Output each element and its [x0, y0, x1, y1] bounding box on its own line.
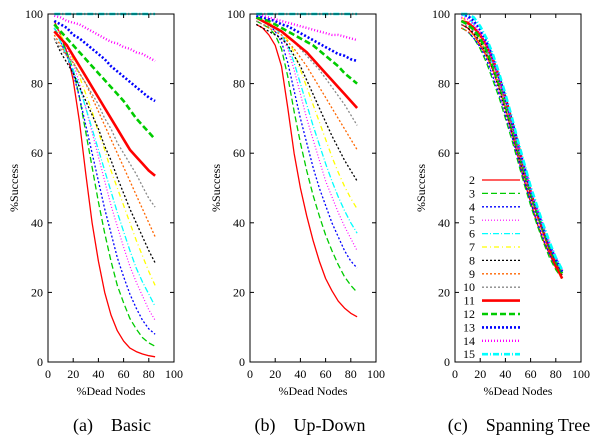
legend-label-8: 8 — [469, 253, 475, 267]
legend-label-14: 14 — [463, 334, 475, 348]
series-line-11 — [53, 30, 156, 177]
x-tick-label: 80 — [550, 367, 562, 381]
series-line-4 — [53, 27, 156, 335]
series-line-12 — [255, 16, 358, 85]
legend-label-3: 3 — [469, 186, 475, 200]
legend-label-10: 10 — [463, 280, 475, 294]
series-line-2 — [53, 20, 156, 358]
x-axis-label: %Dead Nodes — [77, 384, 146, 398]
y-tick-label: 20 — [233, 285, 245, 299]
series-group — [255, 12, 359, 318]
legend-label-13: 13 — [463, 320, 475, 334]
x-tick-label: 100 — [367, 367, 385, 381]
panel-c: 0 20 40 60 80 100 0 20 40 60 80 100 %Dead Nodes %Succ… — [414, 7, 590, 436]
y-axis-label: %Success — [7, 164, 21, 212]
legend-label-7: 7 — [469, 240, 475, 254]
panel-a: 0 20 40 60 80 100 0 20 40 60 80 100 %Dead Nodes %Succ… — [7, 7, 183, 436]
series-line-9 — [53, 34, 156, 237]
y-tick-label: 60 — [233, 146, 245, 160]
plot-frame — [249, 13, 377, 363]
y-tick-label: 60 — [438, 146, 450, 160]
series-line-2 — [460, 23, 563, 279]
series-line-14 — [460, 16, 564, 271]
y-tick-label: 60 — [31, 146, 43, 160]
x-tick-label: 40 — [92, 367, 104, 381]
y-tick-label: 0 — [239, 355, 245, 369]
y-tick-label: 80 — [233, 77, 245, 91]
series-line-13 — [255, 14, 358, 63]
series-line-7 — [255, 16, 358, 210]
panel-caption: (a) Basic — [73, 415, 151, 436]
y-tick-label: 80 — [31, 77, 43, 91]
x-tick-label: 20 — [269, 367, 281, 381]
legend-label-15: 15 — [463, 347, 475, 361]
series-group — [53, 12, 157, 358]
legend-label-9: 9 — [469, 267, 475, 281]
x-axis-label: %Dead Nodes — [279, 384, 348, 398]
x-tick-label: 60 — [525, 367, 537, 381]
y-axis-label: %Success — [414, 164, 428, 212]
series-line-10 — [255, 20, 358, 126]
y-tick-label: 0 — [444, 355, 450, 369]
panel-caption: (b) Up-Down — [255, 415, 366, 436]
x-tick-label: 0 — [45, 367, 51, 381]
y-axis-label: %Success — [209, 164, 223, 212]
y-tick-label: 100 — [25, 7, 43, 21]
plot-frame — [47, 13, 175, 363]
series-line-6 — [460, 13, 563, 272]
series-line-3 — [460, 27, 563, 279]
legend-label-11: 11 — [463, 294, 475, 308]
series-line-2 — [255, 23, 358, 318]
plot-frame — [454, 13, 582, 363]
series-line-3 — [255, 20, 358, 293]
series-line-11 — [255, 16, 359, 109]
series-line-6 — [53, 27, 156, 307]
x-tick-label: 0 — [247, 367, 253, 381]
x-tick-label: 20 — [67, 367, 79, 381]
x-tick-label: 20 — [474, 367, 486, 381]
x-tick-label: 60 — [320, 367, 332, 381]
series-line-4 — [460, 27, 563, 278]
y-tick-label: 0 — [37, 355, 43, 369]
y-tick-label: 100 — [432, 7, 450, 21]
y-tick-label: 20 — [31, 285, 43, 299]
legend-label-5: 5 — [469, 213, 475, 227]
y-tick-label: 80 — [438, 77, 450, 91]
x-axis-label: %Dead Nodes — [484, 384, 553, 398]
series-line-5 — [53, 24, 156, 321]
y-tick-label: 40 — [31, 216, 43, 230]
x-tick-label: 100 — [572, 367, 590, 381]
series-line-15 — [461, 12, 564, 271]
y-tick-label: 40 — [438, 216, 450, 230]
x-tick-label: 80 — [345, 367, 357, 381]
legend-label-12: 12 — [463, 307, 475, 321]
legend-label-6: 6 — [469, 227, 475, 241]
y-tick-label: 40 — [233, 216, 245, 230]
series-line-14 — [53, 14, 156, 63]
series-group — [460, 12, 564, 280]
y-tick-label: 100 — [227, 7, 245, 21]
x-tick-label: 80 — [143, 367, 155, 381]
legend-label-2: 2 — [469, 173, 475, 187]
series-line-12 — [53, 23, 157, 141]
x-tick-label: 0 — [452, 367, 458, 381]
series-line-3 — [53, 27, 156, 347]
panel-b: 0 20 40 60 80 100 0 20 40 60 80 100 %Dead Nodes %Succ… — [209, 7, 385, 436]
x-tick-label: 100 — [165, 367, 183, 381]
series-line-5 — [256, 16, 358, 251]
panel-caption: (c) Spanning Tree — [448, 415, 591, 436]
series-line-9 — [255, 20, 358, 151]
series-line-13 — [460, 12, 564, 273]
x-tick-label: 40 — [499, 367, 511, 381]
series-line-8 — [255, 23, 358, 182]
legend-label-4: 4 — [469, 200, 475, 214]
series-line-7 — [53, 24, 156, 286]
x-tick-label: 60 — [118, 367, 130, 381]
series-line-13 — [53, 19, 156, 103]
series-line-4 — [255, 16, 358, 269]
y-tick-label: 20 — [438, 285, 450, 299]
x-tick-label: 40 — [294, 367, 306, 381]
